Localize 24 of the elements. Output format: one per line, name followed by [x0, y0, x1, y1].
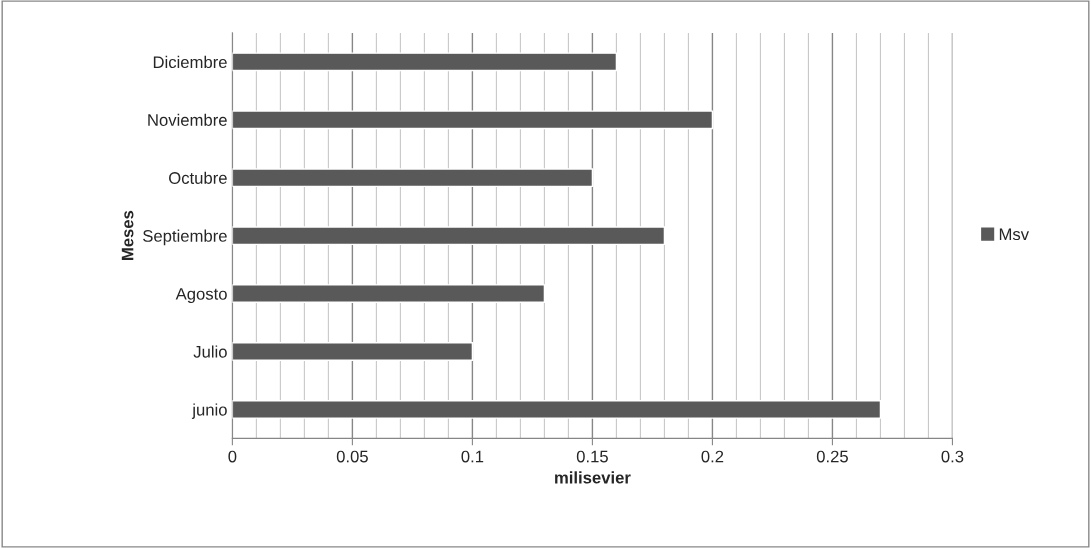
y-tick-label: Octubre [169, 171, 227, 184]
x-tick-label: 0 [228, 450, 237, 463]
bar [232, 400, 882, 419]
y-axis-title: Meses [121, 210, 134, 260]
bar [232, 226, 666, 246]
y-tick-label: Agosto [175, 288, 227, 304]
y-tick-label: Julio [193, 345, 227, 358]
y-tick-label: Noviembre [148, 113, 227, 126]
bar [232, 52, 618, 72]
x-tick-label: 0.15 [576, 450, 608, 463]
x-tick-label: 0.25 [816, 450, 848, 463]
bar [232, 284, 546, 303]
x-tick-label: 0.2 [701, 450, 724, 463]
bar [232, 342, 474, 361]
x-tick-label: 0.3 [941, 450, 964, 463]
y-tick-label: Diciembre [153, 55, 227, 69]
x-axis-title: milisevier [555, 471, 631, 484]
legend-label: Msv [999, 228, 1029, 241]
x-tick-label: 0.05 [336, 450, 368, 463]
bar [232, 168, 594, 188]
y-tick-label: junio [191, 403, 227, 419]
x-tick-label: 0.1 [461, 450, 484, 463]
bar [232, 110, 714, 130]
y-tick-label: Septiembre [143, 229, 227, 246]
